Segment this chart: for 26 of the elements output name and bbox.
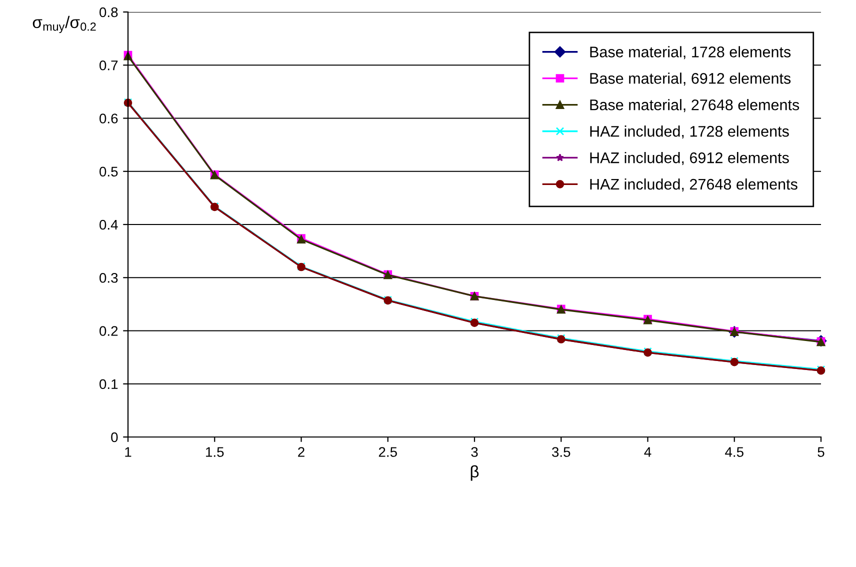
y-tick-label: 0.1 — [100, 379, 118, 390]
y-tick-label: 0.7 — [100, 60, 118, 70]
x-tick-label: 3.5 — [552, 447, 570, 457]
y-tick-label: 0.2 — [100, 326, 118, 336]
x-tick-label: 2.5 — [378, 447, 397, 457]
legend-label: Base material, 1728 elements — [590, 46, 791, 60]
y-tick-label: 0.3 — [100, 272, 118, 283]
y-tick-label: 0 — [111, 432, 118, 442]
x-tick-label: 1 — [125, 447, 132, 457]
legend-label: Base material, 27648 elements — [590, 99, 800, 112]
y-tick-label: 0.6 — [100, 114, 118, 124]
x-tick-label: 4.5 — [725, 447, 744, 457]
legend-label: HAZ included, 1728 elements — [590, 126, 789, 139]
y-tick-label: 0.5 — [100, 166, 118, 177]
x-axis-title: β — [470, 465, 479, 481]
x-tick-label: 4 — [644, 447, 652, 457]
y-tick-label: 0.4 — [100, 220, 118, 230]
y-tick-label: 0.8 — [100, 7, 118, 18]
legend-label: HAZ included, 27648 elements — [590, 178, 798, 192]
x-tick-label: 1.5 — [206, 447, 224, 457]
y-axis-title: σ$_{muy}$/σ$_{0.2}$ — [32, 16, 96, 34]
legend-label: Base material, 6912 elements — [590, 72, 791, 86]
legend-label: HAZ included, 6912 elements — [590, 152, 789, 166]
x-tick-label: 3 — [471, 447, 478, 457]
x-tick-label: 2 — [298, 447, 304, 457]
x-tick-label: 5 — [818, 447, 824, 457]
